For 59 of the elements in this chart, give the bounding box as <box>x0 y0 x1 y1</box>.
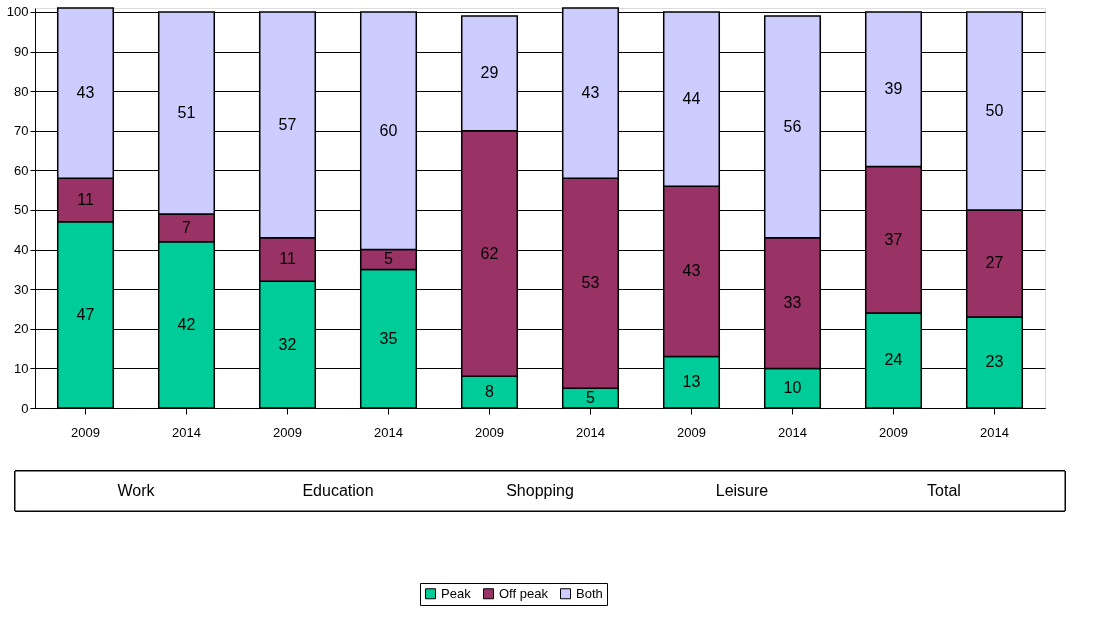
text: Total <box>927 482 961 499</box>
data-label: 60 <box>379 121 398 139</box>
legend-label: Off peak <box>499 585 549 601</box>
y-tick-label: 70 <box>14 123 29 139</box>
x-tick-label: 2009 <box>475 424 504 440</box>
y-tick-label: 40 <box>14 242 29 258</box>
x-tick-label: 2014 <box>576 424 605 440</box>
data-label: 39 <box>884 80 903 98</box>
y-tick-label: 30 <box>14 281 29 297</box>
data-label: 32 <box>278 335 297 353</box>
x-tick-label: 2009 <box>71 424 100 440</box>
data-label: 37 <box>884 230 903 248</box>
data-label: 24 <box>884 351 903 369</box>
text: Leisure <box>715 482 769 499</box>
text: Education <box>302 482 374 499</box>
data-label: 56 <box>783 117 802 135</box>
data-label: 57 <box>278 115 297 133</box>
y-tick-label: 100 <box>6 4 29 20</box>
data-label: 11 <box>77 191 94 209</box>
data-label: 8 <box>485 383 495 401</box>
data-label: 47 <box>76 305 95 323</box>
y-tick-label: 80 <box>14 83 29 99</box>
data-label: 13 <box>682 373 701 391</box>
data-label: 11 <box>279 250 296 268</box>
y-tick-label: 0 <box>21 400 29 416</box>
y-tick-label: 50 <box>14 202 29 218</box>
text: Shopping <box>506 482 574 499</box>
data-label: 42 <box>177 315 196 333</box>
y-tick-label: 60 <box>14 162 29 178</box>
data-label: 7 <box>182 218 192 236</box>
data-label: 27 <box>985 254 1004 272</box>
legend-label: Both <box>576 585 603 601</box>
data-label: 5 <box>586 389 596 407</box>
data-label: 53 <box>581 274 600 292</box>
data-label: 43 <box>76 84 95 102</box>
data-label: 23 <box>985 353 1004 371</box>
x-tick-label: 2014 <box>980 424 1009 440</box>
data-label: 50 <box>985 101 1004 119</box>
x-tick-label: 2009 <box>273 424 302 440</box>
data-label: 35 <box>379 329 398 347</box>
data-label: 51 <box>177 103 196 121</box>
x-tick-label: 2009 <box>677 424 706 440</box>
data-label: 43 <box>682 262 701 280</box>
data-label: 5 <box>384 250 394 268</box>
text: Work <box>117 482 156 499</box>
x-tick-label: 2014 <box>172 424 201 440</box>
y-tick-label: 90 <box>14 44 29 60</box>
data-label: 10 <box>783 379 802 397</box>
x-tick-label: 2014 <box>778 424 807 440</box>
y-tick-label: 10 <box>14 360 29 376</box>
data-label: 33 <box>783 294 802 312</box>
y-tick-label: 20 <box>14 321 29 337</box>
data-label: 62 <box>480 244 499 262</box>
legend-label: Peak <box>441 585 472 601</box>
data-label: 43 <box>581 84 600 102</box>
x-tick-label: 2014 <box>374 424 403 440</box>
x-tick-label: 2009 <box>879 424 908 440</box>
data-label: 29 <box>480 64 499 82</box>
data-label: 44 <box>682 90 701 108</box>
